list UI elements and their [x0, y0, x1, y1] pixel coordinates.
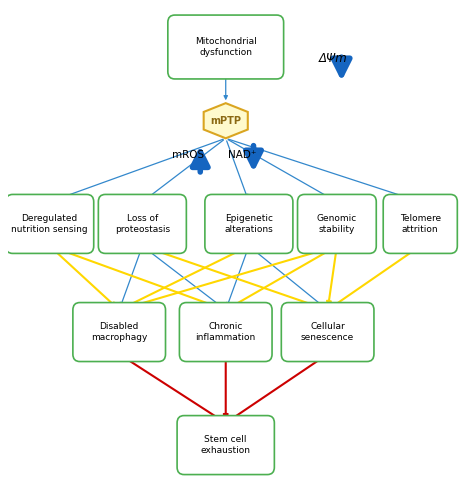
FancyBboxPatch shape	[168, 15, 283, 79]
Text: mROS: mROS	[173, 150, 205, 160]
Text: Chronic
inflammation: Chronic inflammation	[196, 323, 256, 342]
Text: Genomic
stability: Genomic stability	[317, 214, 357, 234]
FancyBboxPatch shape	[281, 303, 374, 361]
Text: Telomere
attrition: Telomere attrition	[400, 214, 441, 234]
Text: mPTP: mPTP	[210, 116, 241, 126]
FancyBboxPatch shape	[177, 415, 274, 475]
FancyBboxPatch shape	[383, 194, 457, 253]
FancyBboxPatch shape	[180, 303, 272, 361]
Text: NAD⁺: NAD⁺	[228, 150, 256, 160]
FancyBboxPatch shape	[205, 194, 293, 253]
FancyBboxPatch shape	[6, 194, 94, 253]
Text: Loss of
proteostasis: Loss of proteostasis	[115, 214, 170, 234]
Text: Stem cell
exhaustion: Stem cell exhaustion	[201, 435, 251, 455]
Text: ΔΨm: ΔΨm	[319, 52, 347, 65]
FancyBboxPatch shape	[298, 194, 376, 253]
Text: Mitochondrial
dysfunction: Mitochondrial dysfunction	[195, 37, 256, 57]
Text: Cellular
senescence: Cellular senescence	[301, 323, 354, 342]
Text: Deregulated
nutrition sensing: Deregulated nutrition sensing	[11, 214, 88, 234]
Text: Epigenetic
alterations: Epigenetic alterations	[225, 214, 273, 234]
FancyBboxPatch shape	[98, 194, 186, 253]
FancyBboxPatch shape	[73, 303, 165, 361]
Text: Disabled
macrophagy: Disabled macrophagy	[91, 323, 147, 342]
Polygon shape	[204, 103, 248, 138]
